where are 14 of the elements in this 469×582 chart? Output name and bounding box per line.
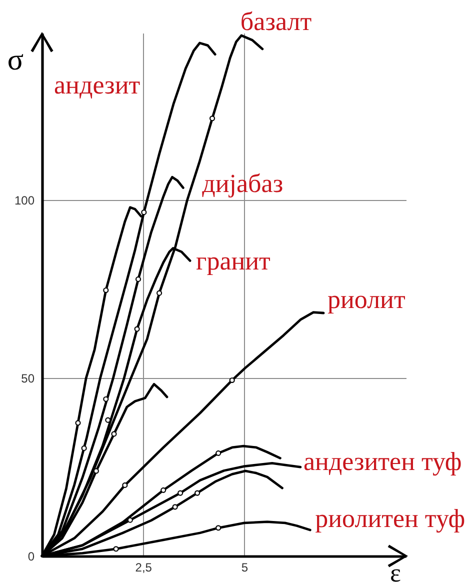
x-axis-title: ε [390,558,402,582]
series-label: риолит [327,285,406,314]
series-label: базалт [240,7,312,36]
y-tick-label: 0 [28,550,35,564]
series-label: гранит [196,246,270,276]
series-label: андезитен туф [303,447,462,476]
series-label: риолитен туф [315,504,466,534]
x-tick-label: 5 [241,560,248,574]
y-axis-title: σ [7,44,24,76]
y-tick-label: 100 [14,194,35,208]
y-tick-label: 50 [21,372,35,386]
x-tick-label: 2,5 [135,560,152,574]
series-label: дијабаз [202,168,284,198]
legend-label: андезит [54,70,140,100]
